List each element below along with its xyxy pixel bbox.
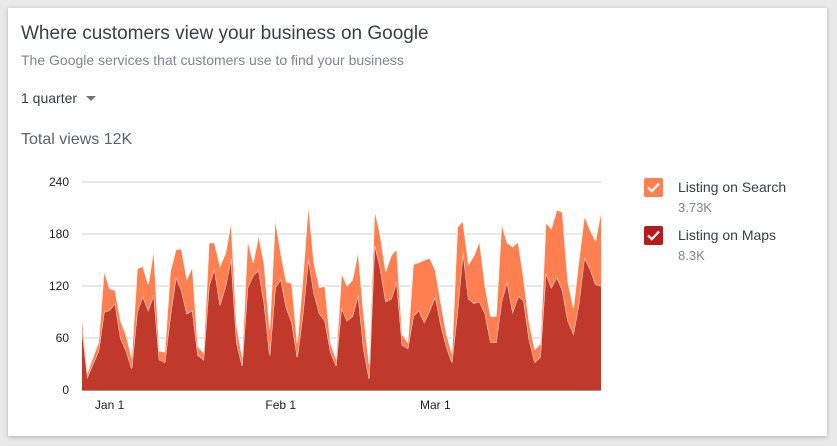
y-tick-label: 240	[49, 175, 69, 189]
checkbox-checked-icon[interactable]	[644, 226, 663, 245]
card-title: Where customers view your business on Go…	[21, 23, 429, 44]
series-area-listing-on-maps	[82, 244, 601, 390]
views-card: Where customers view your business on Go…	[8, 8, 827, 436]
legend-value: 3.73K	[678, 200, 712, 215]
period-dropdown-label: 1 quarter	[21, 90, 78, 106]
views-area-chart: 0 60 120 180 240 Jan 1 Feb 1 Mar 1	[49, 175, 602, 412]
series-area-listing-on-search	[82, 204, 601, 379]
legend-label: Listing on Search	[678, 179, 787, 195]
card-subtitle: The Google services that customers use t…	[21, 52, 404, 68]
chart-areas	[81, 204, 602, 390]
y-tick-label: 180	[49, 227, 69, 241]
total-views: Total views 12K	[21, 131, 133, 148]
legend-value: 8.3K	[678, 248, 705, 263]
period-dropdown[interactable]: 1 quarter	[21, 90, 97, 106]
checkbox-checked-icon[interactable]	[644, 178, 663, 197]
x-tick-label: Jan 1	[95, 398, 125, 412]
y-tick-label: 120	[49, 279, 69, 293]
x-tick-label: Feb 1	[265, 398, 296, 412]
x-tick-label: Mar 1	[420, 398, 451, 412]
y-tick-label: 0	[62, 383, 69, 397]
y-axis-labels: 0 60 120 180 240	[49, 175, 69, 397]
y-tick-label: 60	[56, 331, 70, 345]
x-axis-labels: Jan 1 Feb 1 Mar 1	[95, 398, 451, 412]
series-line-listing-on-search	[81, 204, 602, 373]
chevron-down-icon	[86, 96, 97, 101]
legend-label: Listing on Maps	[678, 227, 777, 243]
